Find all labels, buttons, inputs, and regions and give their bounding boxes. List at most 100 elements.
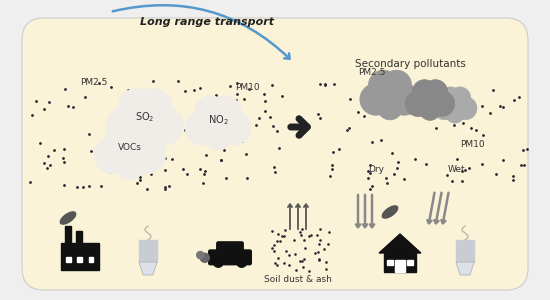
Point	[344, 126, 353, 131]
Point	[399, 177, 408, 182]
Point	[239, 97, 248, 101]
Point	[518, 148, 527, 152]
Point	[522, 147, 531, 152]
Point	[284, 262, 293, 267]
Point	[389, 172, 398, 177]
Circle shape	[107, 105, 147, 146]
Point	[296, 259, 305, 263]
Point	[227, 124, 235, 129]
Point	[85, 184, 94, 188]
Point	[227, 109, 235, 114]
Point	[211, 92, 220, 97]
Point	[296, 232, 305, 237]
Point	[68, 105, 77, 110]
Point	[368, 140, 377, 144]
Point	[133, 181, 141, 186]
Text: PM10: PM10	[235, 83, 260, 92]
Point	[72, 185, 81, 190]
Circle shape	[104, 121, 140, 156]
Text: NO$_2$: NO$_2$	[208, 113, 228, 127]
Point	[61, 86, 70, 91]
Circle shape	[104, 124, 156, 176]
Point	[114, 146, 123, 150]
Point	[417, 83, 426, 88]
Point	[492, 172, 500, 176]
Point	[122, 111, 130, 116]
Point	[180, 89, 189, 94]
Point	[139, 169, 147, 174]
Point	[44, 100, 53, 105]
Text: Secondary pollutants: Secondary pollutants	[355, 59, 465, 69]
Point	[360, 114, 368, 119]
Point	[39, 106, 48, 111]
Text: Wet: Wet	[448, 165, 466, 174]
Point	[232, 80, 241, 85]
Text: SO$_2$: SO$_2$	[135, 110, 155, 124]
Point	[270, 243, 279, 248]
Point	[195, 86, 204, 91]
Point	[124, 88, 133, 92]
Point	[278, 93, 287, 98]
Point	[411, 157, 420, 162]
Polygon shape	[139, 262, 157, 275]
Point	[255, 116, 263, 120]
Point	[364, 176, 373, 181]
Bar	[406, 260, 413, 265]
Point	[141, 106, 150, 110]
Point	[231, 121, 240, 126]
Point	[280, 233, 289, 238]
Point	[314, 249, 323, 254]
Point	[268, 124, 277, 128]
Circle shape	[412, 82, 448, 118]
Point	[243, 176, 251, 181]
Point	[180, 127, 189, 132]
Point	[273, 231, 282, 236]
Point	[508, 174, 517, 179]
Point	[134, 98, 143, 103]
Point	[314, 112, 322, 117]
Point	[148, 141, 157, 146]
Circle shape	[388, 84, 420, 115]
Point	[316, 238, 324, 243]
Point	[268, 246, 277, 250]
Point	[453, 157, 461, 162]
Point	[95, 80, 103, 85]
Point	[28, 112, 36, 117]
Bar	[77, 257, 82, 262]
Point	[235, 122, 244, 127]
Point	[366, 186, 375, 191]
Point	[322, 266, 331, 271]
Point	[325, 229, 334, 234]
Point	[449, 122, 458, 127]
Point	[60, 159, 69, 164]
Point	[107, 84, 116, 89]
Circle shape	[439, 87, 461, 109]
Point	[520, 163, 529, 167]
Point	[343, 128, 351, 133]
Point	[151, 132, 160, 137]
Point	[434, 95, 443, 100]
Circle shape	[120, 121, 156, 156]
Point	[472, 128, 481, 132]
Point	[161, 187, 169, 191]
Point	[145, 118, 154, 123]
Point	[189, 87, 198, 92]
Point	[488, 87, 497, 92]
Point	[45, 163, 54, 168]
FancyBboxPatch shape	[217, 242, 243, 255]
Circle shape	[185, 110, 219, 145]
Point	[260, 109, 269, 113]
Point	[270, 165, 278, 170]
Point	[271, 169, 279, 174]
Point	[381, 176, 390, 180]
Point	[260, 99, 269, 103]
Point	[443, 172, 452, 177]
Point	[196, 167, 205, 172]
Point	[324, 242, 333, 246]
Point	[354, 110, 363, 114]
Point	[300, 245, 309, 250]
Point	[136, 174, 145, 179]
Point	[277, 233, 286, 238]
Point	[300, 257, 309, 262]
Point	[273, 238, 282, 243]
